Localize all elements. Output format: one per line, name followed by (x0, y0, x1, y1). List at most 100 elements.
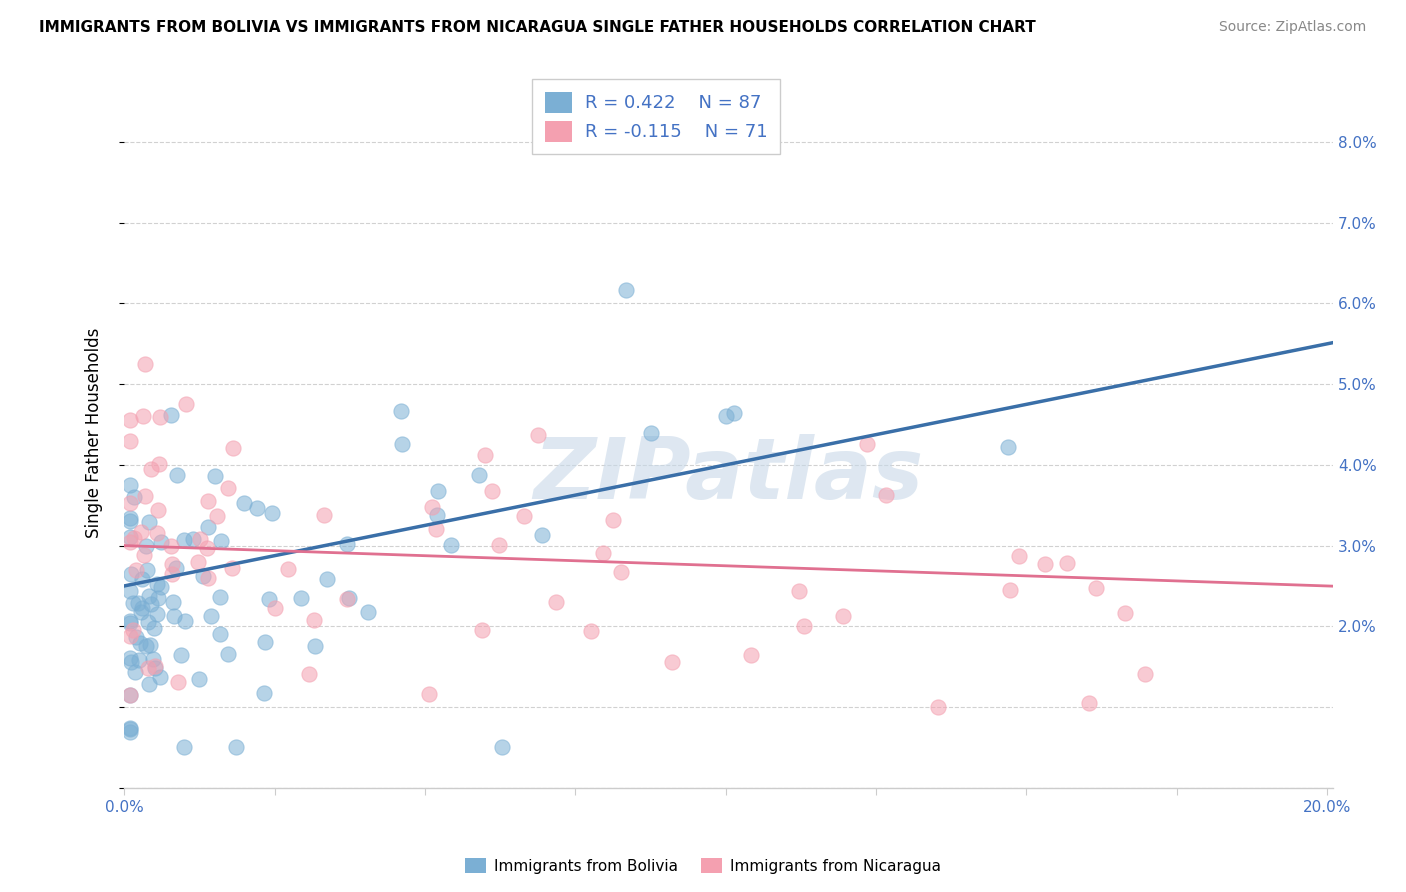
Point (481, 484, 503, 499)
Point (200, 608, 222, 623)
Point (1077, 696, 1099, 710)
Point (315, 572, 337, 586)
Point (426, 508, 449, 522)
Y-axis label: Single Father Households: Single Father Households (86, 327, 103, 538)
Point (160, 557, 183, 571)
Point (197, 520, 219, 534)
Point (614, 284, 637, 298)
Point (831, 608, 853, 623)
Point (132, 549, 155, 563)
Point (173, 740, 195, 755)
Point (262, 507, 284, 521)
Point (193, 569, 215, 583)
Point (997, 440, 1019, 454)
Point (471, 623, 494, 637)
Point (468, 468, 491, 483)
Point (125, 563, 148, 577)
Point (122, 623, 145, 637)
Point (336, 537, 359, 551)
Point (121, 566, 143, 581)
Point (134, 490, 156, 504)
Point (141, 597, 163, 611)
Point (187, 555, 209, 569)
Point (146, 607, 169, 622)
Point (1008, 549, 1031, 564)
Point (222, 441, 245, 455)
Point (592, 546, 614, 560)
Point (998, 582, 1021, 597)
Point (120, 721, 142, 735)
Point (148, 591, 170, 606)
Point (1114, 606, 1136, 620)
Point (148, 457, 170, 471)
Point (135, 639, 157, 653)
Point (134, 357, 156, 371)
Text: IMMIGRANTS FROM BOLIVIA VS IMMIGRANTS FROM NICARAGUA SINGLE FATHER HOUSEHOLDS CO: IMMIGRANTS FROM BOLIVIA VS IMMIGRANTS FR… (39, 20, 1036, 35)
Point (120, 656, 142, 670)
Point (149, 670, 172, 684)
Point (188, 672, 211, 686)
Point (602, 513, 624, 527)
Point (787, 583, 810, 598)
Point (491, 740, 513, 755)
Point (723, 406, 745, 420)
Point (875, 488, 897, 502)
Point (120, 615, 142, 629)
Point (160, 539, 183, 553)
Point (209, 626, 232, 640)
Point (1035, 558, 1057, 572)
Point (197, 494, 219, 508)
Point (120, 496, 142, 510)
Point (427, 483, 450, 498)
Point (221, 560, 243, 574)
Point (166, 675, 188, 690)
Point (277, 562, 299, 576)
Point (488, 538, 510, 552)
Point (389, 403, 412, 417)
Point (129, 524, 152, 539)
Point (254, 635, 277, 649)
Point (609, 566, 631, 580)
Point (170, 648, 193, 662)
Point (143, 661, 166, 675)
Point (290, 591, 312, 605)
Point (174, 396, 197, 410)
Point (217, 481, 239, 495)
Point (927, 700, 949, 714)
Point (257, 592, 280, 607)
Point (579, 624, 602, 638)
Point (141, 462, 163, 476)
Point (150, 580, 173, 594)
Point (173, 533, 195, 548)
Point (174, 614, 197, 628)
Point (138, 676, 160, 690)
Point (129, 605, 152, 619)
Point (135, 539, 157, 553)
Point (207, 509, 229, 524)
Point (131, 601, 153, 615)
Point (122, 490, 145, 504)
Point (357, 605, 380, 619)
Point (217, 647, 239, 661)
Point (166, 468, 188, 483)
Point (440, 538, 463, 552)
Point (127, 596, 149, 610)
Point (146, 503, 169, 517)
Point (304, 639, 326, 653)
Point (124, 665, 146, 680)
Point (253, 686, 276, 700)
Point (1085, 581, 1108, 595)
Point (120, 723, 142, 737)
Point (513, 508, 536, 523)
Point (122, 596, 145, 610)
Point (391, 437, 413, 451)
Point (122, 531, 145, 545)
Point (120, 689, 142, 703)
Point (197, 571, 219, 585)
Point (120, 616, 142, 631)
Point (163, 609, 186, 624)
Point (143, 659, 166, 673)
Point (474, 448, 496, 462)
Point (120, 584, 142, 599)
Point (264, 601, 287, 615)
